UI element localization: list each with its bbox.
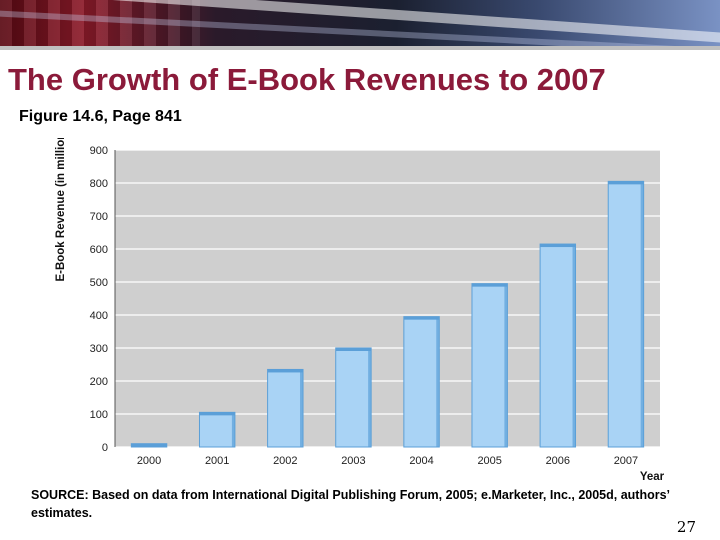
y-tick-label: 100 (90, 409, 108, 421)
y-tick-label: 700 (90, 211, 108, 223)
banner-divider (0, 46, 720, 50)
source-note: SOURCE: Based on data from International… (31, 488, 670, 520)
x-tick-label: 2004 (409, 455, 433, 467)
bar-cap (199, 412, 235, 416)
bar-shade (368, 348, 372, 447)
x-tick-label: 2005 (477, 455, 501, 467)
banner-keyboard-graphic (0, 0, 200, 50)
x-axis-label: Year (640, 471, 665, 483)
y-axis-label: E-Book Revenue (in millions) (55, 138, 67, 282)
bar (335, 347, 372, 448)
bar-cap (471, 283, 508, 287)
bar-cap (540, 244, 576, 248)
bar-cap (403, 316, 440, 320)
bar-shade (163, 443, 167, 447)
y-tick-label: 500 (90, 277, 108, 289)
bar-cap (131, 443, 167, 447)
bar (471, 283, 508, 448)
y-tick-label: 800 (90, 178, 108, 190)
bar-shade (504, 283, 508, 447)
bar (267, 368, 304, 448)
x-tick-label: 2003 (341, 455, 365, 467)
bar (198, 411, 236, 448)
bar (539, 243, 577, 448)
x-tick-label: 2007 (614, 455, 638, 467)
bar-shade (640, 181, 644, 447)
y-tick-label: 200 (90, 376, 108, 388)
bar-cap (608, 181, 644, 185)
bar (607, 180, 645, 448)
bar-cap (267, 369, 304, 373)
x-tick-label: 2006 (546, 455, 570, 467)
plot-area (115, 150, 660, 447)
bar-cap (335, 348, 372, 351)
slide-title: The Growth of E-Book Revenues to 2007 (8, 62, 606, 97)
bar-chart: 0 100 200 300 400 500 600 700 800 900 E-Book Reven… (55, 138, 665, 483)
bar-shade (572, 244, 576, 447)
y-tick-label: 400 (90, 310, 108, 322)
x-tick-label: 2001 (205, 455, 229, 467)
y-tick-label: 900 (90, 145, 108, 157)
header-banner (0, 0, 720, 50)
x-tick-label: 2000 (137, 455, 161, 467)
figure-caption: Figure 14.6, Page 841 (19, 108, 182, 125)
page-number: 27 (676, 518, 696, 536)
x-tick-label: 2002 (273, 455, 297, 467)
bar (403, 316, 440, 448)
bar-shade (436, 316, 440, 447)
bar-shade (231, 412, 235, 447)
y-tick-label: 300 (90, 343, 108, 355)
y-tick-label: 600 (90, 244, 108, 256)
y-tick-label: 0 (102, 442, 108, 454)
bar-shade (300, 369, 304, 447)
